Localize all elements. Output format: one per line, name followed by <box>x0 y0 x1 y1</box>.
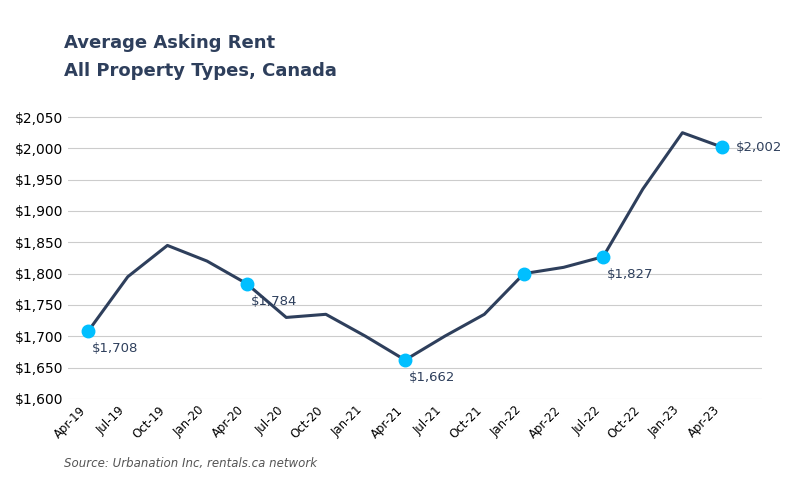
Text: $2,002: $2,002 <box>736 141 782 154</box>
Text: $1,827: $1,827 <box>607 268 654 281</box>
Text: Source: Urbanation Inc, rentals.ca network: Source: Urbanation Inc, rentals.ca netwo… <box>64 457 317 470</box>
Text: $1,784: $1,784 <box>250 295 297 308</box>
Text: All Property Types, Canada: All Property Types, Canada <box>64 62 337 80</box>
Text: $1,662: $1,662 <box>409 372 455 384</box>
Text: $1,708: $1,708 <box>92 343 138 356</box>
Text: Average Asking Rent: Average Asking Rent <box>64 34 275 51</box>
